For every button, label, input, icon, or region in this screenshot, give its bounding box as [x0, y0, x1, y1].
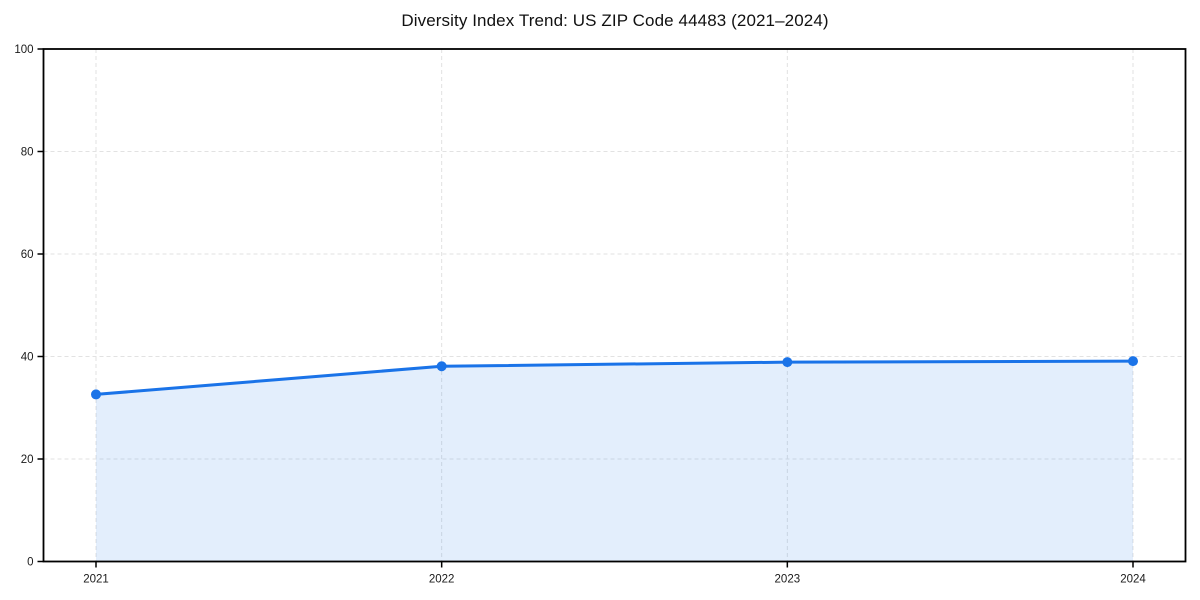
data-point-2024 [1128, 356, 1138, 367]
trend-line [94, 359, 1135, 396]
y-tick-label: 0 [27, 557, 33, 569]
x-tick-label: 2021 [83, 574, 109, 586]
chart-title: Diversity Index Trend: US ZIP Code 44483… [401, 11, 829, 30]
x-tick-label: 2024 [1120, 574, 1146, 586]
area-fill [96, 361, 1133, 562]
y-tick-label: 80 [21, 147, 34, 159]
y-tick-label: 40 [21, 352, 34, 364]
data-point-2021 [91, 389, 101, 400]
y-tick-label: 60 [21, 249, 34, 261]
y-tick-label: 100 [14, 44, 33, 56]
data-point-2023 [782, 357, 793, 368]
plot-border [42, 48, 1187, 563]
x-tick-label: 2022 [429, 574, 455, 586]
x-tick-label: 2023 [775, 574, 801, 586]
data-point-2022 [436, 361, 447, 372]
y-tick-label: 20 [21, 454, 34, 466]
